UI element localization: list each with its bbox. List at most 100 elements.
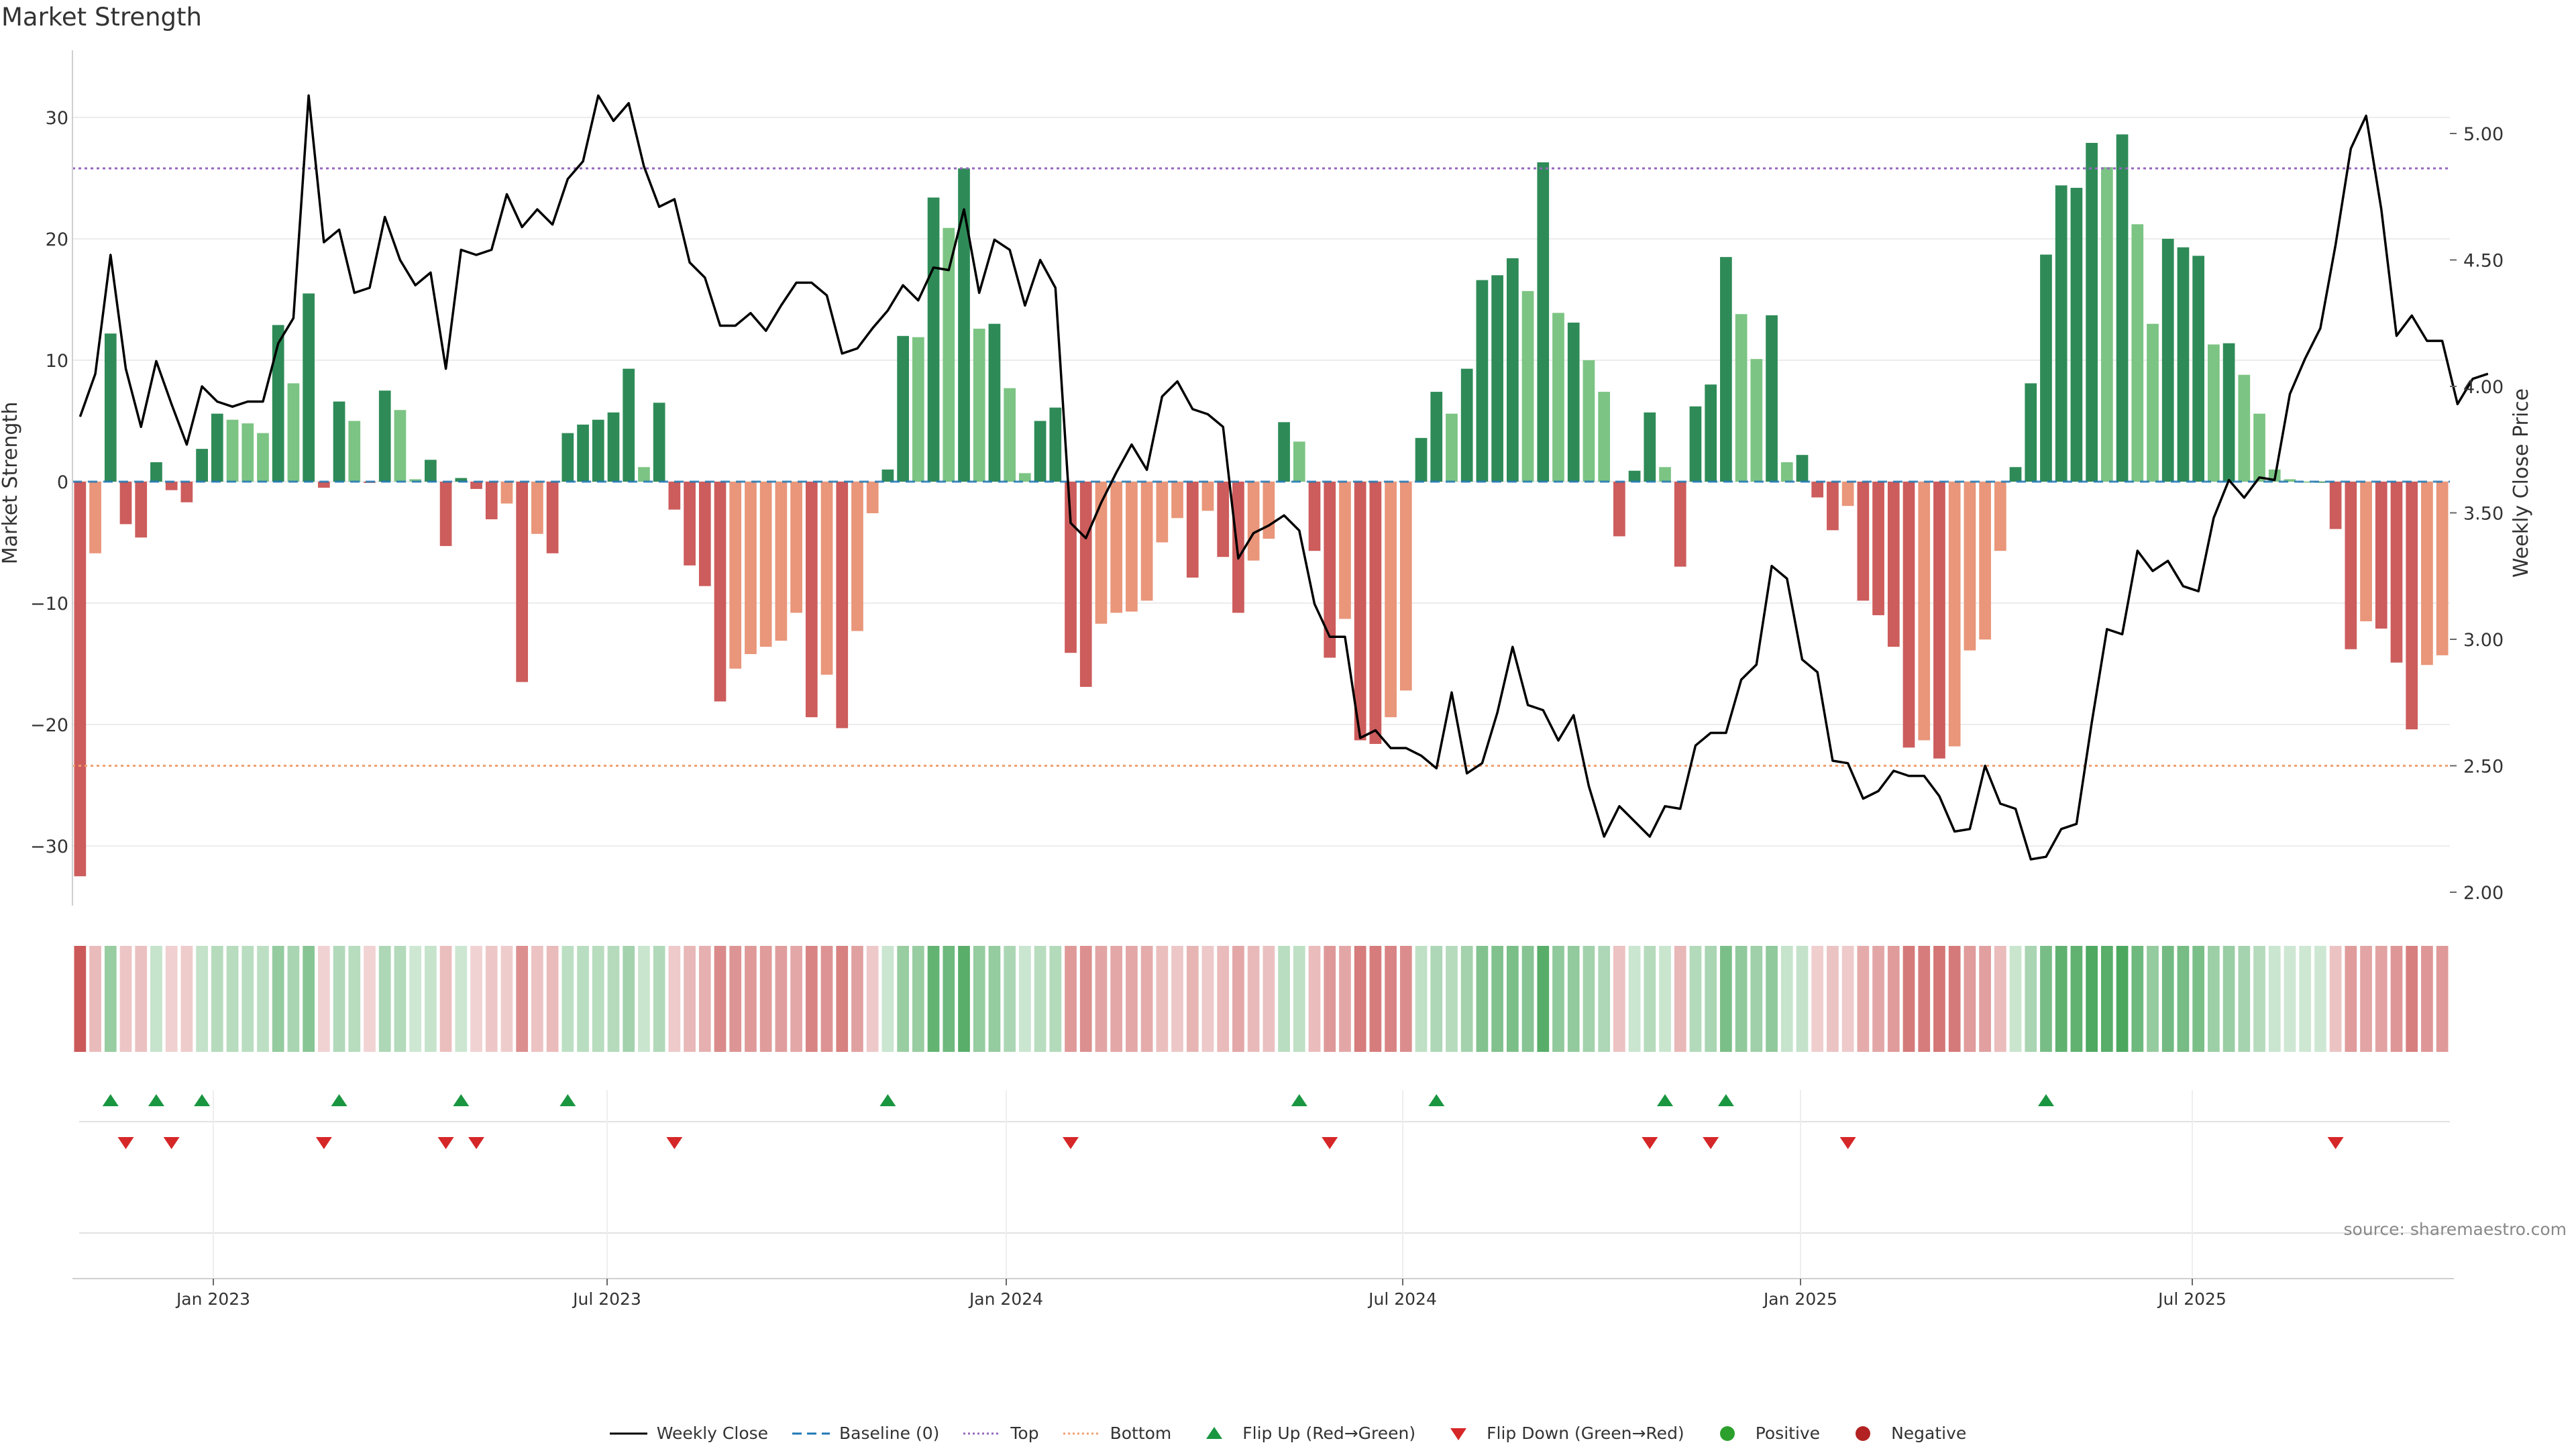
x-tick-label: Jan 2024: [968, 1289, 1043, 1309]
heat-cell: [973, 946, 985, 1052]
heat-cell: [1247, 946, 1260, 1052]
strength-bar: [1750, 359, 1763, 482]
legend-label: Positive: [1755, 1424, 1821, 1443]
flip-down-marker: [315, 1137, 332, 1149]
heat-cell: [1887, 946, 1900, 1052]
y2-tick-label: 4.00: [2463, 377, 2504, 398]
heat-cell: [684, 946, 696, 1052]
heat-cell: [287, 946, 300, 1052]
flip-down-marker: [1703, 1137, 1719, 1149]
heat-cell: [2116, 946, 2129, 1052]
strength-bar: [1278, 422, 1290, 482]
strength-bar: [1079, 482, 1092, 687]
heat-cell: [455, 946, 468, 1052]
flip-down-marker: [163, 1137, 180, 1149]
strength-bar: [1369, 482, 1382, 744]
strength-bar: [2208, 344, 2220, 482]
strength-bar: [1339, 482, 1351, 619]
heat-cell: [348, 946, 361, 1052]
flip-down-marker: [1063, 1137, 1079, 1149]
strength-bar: [455, 478, 468, 482]
legend-bottom: Bottom: [1063, 1424, 1172, 1443]
flip-up-marker: [194, 1094, 211, 1106]
y-tick-label: −10: [30, 594, 68, 614]
legend-label: Bottom: [1110, 1424, 1172, 1443]
strength-bar: [1263, 482, 1275, 539]
strength-bar: [561, 433, 574, 482]
heat-cell: [1263, 946, 1275, 1052]
heat-cell: [2329, 946, 2342, 1052]
strength-bar: [1598, 392, 1611, 482]
strength-bar: [866, 482, 879, 514]
heat-cell: [378, 946, 391, 1052]
strength-bar: [2222, 343, 2235, 482]
chart-title: Market Strength: [1, 3, 202, 32]
strength-bar: [1385, 482, 1397, 718]
strength-bar: [1247, 482, 1260, 561]
heat-cell: [820, 946, 833, 1052]
strength-bar: [425, 460, 437, 482]
heat-cell: [1278, 946, 1290, 1052]
strength-bar: [897, 335, 909, 482]
heat-cell: [2360, 946, 2372, 1052]
heat-cell: [2222, 946, 2235, 1052]
strength-bar: [1857, 482, 1870, 601]
heat-cell: [1705, 946, 1717, 1052]
strength-bar: [638, 467, 650, 482]
legend-label: Weekly Close: [656, 1424, 769, 1443]
heat-cell: [1506, 946, 1519, 1052]
flip-down-marker: [468, 1137, 485, 1149]
flip-up-marker: [1717, 1094, 1734, 1106]
heat-cell: [1582, 946, 1595, 1052]
strength-bar: [378, 390, 391, 482]
axes-layer: 30 20 10 0 −10 −20 −30 5.00 4.50 4.00 3.50 3.00 2.50…: [30, 50, 2504, 906]
heat-cell: [2314, 946, 2326, 1052]
strength-bar: [394, 410, 407, 482]
strength-bar: [2238, 374, 2251, 482]
heat-cell: [1156, 946, 1169, 1052]
strength-bar: [2421, 482, 2433, 665]
heat-cell: [2070, 946, 2083, 1052]
heat-cell: [516, 946, 529, 1052]
heat-cell: [897, 946, 909, 1052]
strength-bar: [973, 328, 985, 482]
heat-cell: [2025, 946, 2037, 1052]
heat-cell: [1674, 946, 1686, 1052]
heat-cell: [714, 946, 727, 1052]
heat-cell: [2299, 946, 2312, 1052]
heat-cell: [1628, 946, 1641, 1052]
heat-cell: [546, 946, 559, 1052]
flip-up-marker: [453, 1094, 470, 1106]
strength-bar: [2009, 467, 2022, 482]
heat-cell: [1217, 946, 1230, 1052]
y2-tick-label: 3.50: [2463, 504, 2504, 525]
heat-cell: [1964, 946, 1976, 1052]
heat-cell: [607, 946, 620, 1052]
strength-bar: [1613, 482, 1625, 537]
heat-cell: [89, 946, 101, 1052]
heat-cell: [180, 946, 193, 1052]
legend-positive: Positive: [1709, 1424, 1820, 1443]
heat-cell: [1750, 946, 1763, 1052]
heat-cell: [1476, 946, 1489, 1052]
strength-bar: [1460, 368, 1473, 482]
heat-cell: [2238, 946, 2251, 1052]
legend-flip-up: Flip Up (Red→Green): [1195, 1424, 1415, 1443]
flip-down-marker: [437, 1137, 454, 1149]
strength-bar: [1780, 462, 1793, 482]
strength-bar: [2116, 134, 2129, 482]
strength-bar: [1293, 441, 1305, 482]
x-tick-label: Jan 2023: [175, 1289, 250, 1309]
strength-bar: [912, 337, 924, 482]
strength-bar: [2100, 167, 2113, 482]
heat-cell: [1385, 946, 1397, 1052]
strength-bar: [1841, 482, 1854, 506]
strength-bar: [119, 482, 132, 525]
heat-cell: [1308, 946, 1321, 1052]
flip-up-marker: [2037, 1094, 2054, 1106]
heat-cell: [668, 946, 681, 1052]
y2-tick-label: 4.50: [2463, 251, 2504, 272]
heat-cell: [241, 946, 254, 1052]
strength-bar: [1476, 280, 1489, 482]
flip-down-marker: [1839, 1137, 1856, 1149]
